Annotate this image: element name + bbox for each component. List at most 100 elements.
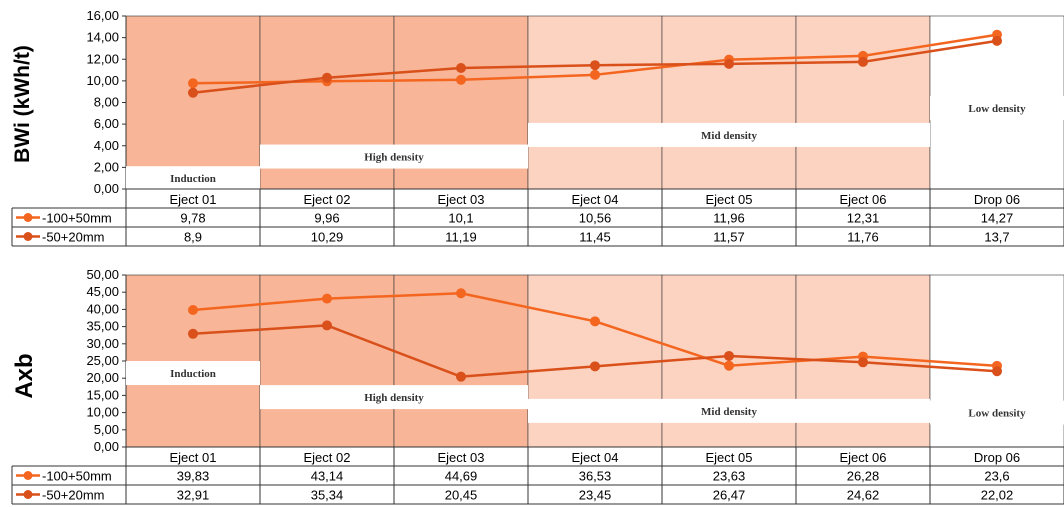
axb-y-tick-label: 20,00 bbox=[86, 370, 119, 385]
bwi-y-tick-label: 6,00 bbox=[94, 116, 119, 131]
axb-data-label: 44,69 bbox=[445, 469, 478, 484]
axb-zone-label: Mid density bbox=[701, 406, 757, 418]
bwi-data-point bbox=[322, 72, 332, 83]
axb-category-label: Drop 06 bbox=[974, 450, 1020, 465]
bwi-zone-label: High density bbox=[364, 152, 424, 164]
bwi-zone-band bbox=[528, 122, 930, 147]
axb-y-tick-label: 5,00 bbox=[94, 422, 119, 437]
axb-data-label: 26,28 bbox=[847, 469, 880, 484]
axb-data-label: 26,47 bbox=[713, 488, 746, 503]
bwi-data-label: 11,19 bbox=[445, 230, 477, 245]
bwi-zone-column bbox=[661, 15, 797, 190]
bwi-y-tick-label: 8,00 bbox=[94, 95, 119, 110]
bwi-chart-svg: 0,00 2,00 4,00 6,00 8,00 10,00 12,00 14,00 16,00… bbox=[11, 8, 1064, 247]
axb-data-label: 24,62 bbox=[847, 488, 880, 503]
bwi-zone-column bbox=[795, 15, 931, 190]
axb-data-point bbox=[322, 320, 332, 331]
bwi-data-point bbox=[456, 63, 466, 74]
bwi-y-tick-label: 10,00 bbox=[86, 73, 119, 88]
bwi-data-label: 10,1 bbox=[448, 211, 473, 226]
axb-y-tick-label: 10,00 bbox=[86, 405, 119, 420]
axb-zone-label: Induction bbox=[170, 368, 216, 380]
axb-data-label: 23,6 bbox=[984, 469, 1009, 484]
axb-chart: Axb 0,00 5,00 10,00 15,00 20,00 25,00 30,00 35,… bbox=[0, 262, 1064, 507]
axb-zone-band bbox=[528, 398, 930, 423]
bwi-data-label: 8,9 bbox=[184, 230, 202, 245]
bwi-y-tick-label: 0,00 bbox=[94, 181, 119, 196]
bwi-zone-band bbox=[930, 95, 1064, 120]
axb-legend-marker bbox=[23, 471, 33, 480]
axb-category-label: Eject 05 bbox=[706, 450, 753, 465]
bwi-y-tick-label: 12,00 bbox=[86, 51, 119, 66]
bwi-data-label: 9,78 bbox=[180, 211, 205, 226]
axb-data-point bbox=[590, 361, 600, 372]
axb-data-point bbox=[858, 357, 868, 368]
bwi-legend-label: -50+20mm bbox=[42, 230, 105, 245]
axb-category-label: Eject 04 bbox=[572, 450, 619, 465]
bwi-y-tick-label: 2,00 bbox=[94, 159, 119, 174]
bwi-data-point bbox=[992, 35, 1002, 46]
axb-legend-label: -50+20mm bbox=[42, 488, 105, 503]
axb-data-point bbox=[322, 293, 332, 304]
axb-zone-column bbox=[259, 274, 395, 448]
axb-category-label: Eject 03 bbox=[438, 450, 485, 465]
axb-data-label: 35,34 bbox=[311, 488, 344, 503]
axb-data-point bbox=[188, 328, 198, 339]
bwi-y-tick-label: 16,00 bbox=[86, 8, 119, 23]
bwi-data-point bbox=[724, 58, 734, 69]
axb-zone-label: High density bbox=[364, 392, 424, 404]
bwi-category-label: Eject 03 bbox=[438, 192, 485, 207]
bwi-legend-label: -100+50mm bbox=[42, 211, 112, 226]
axb-zone-band bbox=[126, 361, 260, 386]
bwi-zone-label: Induction bbox=[170, 173, 216, 185]
bwi-category-label: Drop 06 bbox=[974, 192, 1020, 207]
axb-data-point bbox=[724, 360, 734, 371]
axb-data-label: 43,14 bbox=[311, 469, 344, 484]
bwi-data-label: 12,31 bbox=[847, 211, 880, 226]
axb-zone-label: Low density bbox=[968, 408, 1026, 420]
axb-y-tick-label: 25,00 bbox=[86, 353, 119, 368]
axb-zone-band bbox=[260, 385, 528, 410]
axb-data-point bbox=[456, 371, 466, 382]
axb-category-label: Eject 01 bbox=[170, 450, 217, 465]
axb-data-label: 20,45 bbox=[445, 488, 478, 503]
bwi-legend-marker bbox=[23, 213, 33, 222]
axb-data-point bbox=[590, 316, 600, 327]
axb-legend-marker bbox=[23, 490, 33, 499]
bwi-zone-band bbox=[126, 166, 260, 191]
bwi-y-tick-label: 14,00 bbox=[86, 30, 119, 45]
bwi-zone-column bbox=[125, 15, 261, 190]
bwi-data-label: 11,76 bbox=[847, 230, 879, 245]
bwi-data-label: 10,56 bbox=[579, 211, 612, 226]
axb-data-label: 23,45 bbox=[579, 488, 612, 503]
bwi-data-label: 10,29 bbox=[311, 230, 344, 245]
axb-y-tick-label: 40,00 bbox=[86, 301, 119, 316]
axb-data-point bbox=[724, 350, 734, 361]
bwi-category-label: Eject 06 bbox=[840, 192, 887, 207]
bwi-data-label: 14,27 bbox=[981, 211, 1014, 226]
bwi-category-label: Eject 04 bbox=[572, 192, 619, 207]
axb-y-tick-label: 15,00 bbox=[86, 387, 119, 402]
axb-data-point bbox=[456, 288, 466, 299]
axb-data-label: 32,91 bbox=[177, 488, 210, 503]
axb-data-point bbox=[188, 304, 198, 315]
bwi-category-label: Eject 01 bbox=[170, 192, 217, 207]
bwi-zone-column bbox=[527, 15, 663, 190]
bwi-category-label: Eject 02 bbox=[304, 192, 351, 207]
axb-y-tick-label: 0,00 bbox=[94, 439, 119, 454]
axb-category-label: Eject 02 bbox=[304, 450, 351, 465]
axb-data-label: 36,53 bbox=[579, 469, 612, 484]
bwi-data-point bbox=[456, 74, 466, 85]
bwi-y-tick-label: 4,00 bbox=[94, 138, 119, 153]
axb-y-tick-label: 30,00 bbox=[86, 336, 119, 351]
bwi-data-label: 11,57 bbox=[713, 230, 745, 245]
axb-chart-svg: 0,00 5,00 10,00 15,00 20,00 25,00 30,00 35,00 40… bbox=[11, 267, 1064, 505]
axb-data-label: 23,63 bbox=[713, 469, 746, 484]
axb-data-point bbox=[992, 366, 1002, 377]
axb-zone-column bbox=[125, 274, 261, 448]
axb-data-label: 22,02 bbox=[981, 488, 1014, 503]
axb-category-label: Eject 06 bbox=[840, 450, 887, 465]
bwi-zone-label: Low density bbox=[968, 103, 1026, 115]
axb-y-tick-label: 45,00 bbox=[86, 284, 119, 299]
bwi-category-label: Eject 05 bbox=[706, 192, 753, 207]
